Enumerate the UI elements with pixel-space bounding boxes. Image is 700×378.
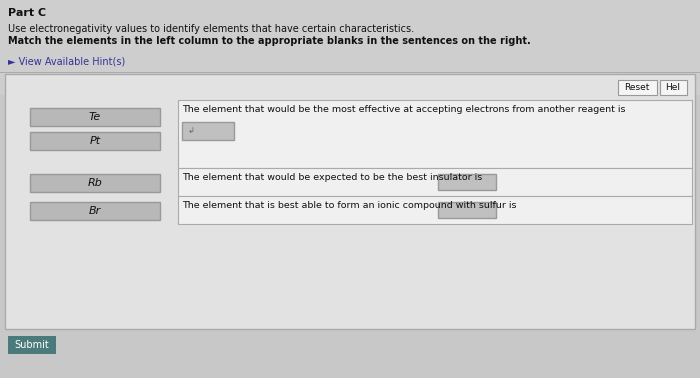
FancyBboxPatch shape xyxy=(659,79,687,94)
FancyBboxPatch shape xyxy=(30,108,160,126)
Text: Submit: Submit xyxy=(15,340,50,350)
FancyBboxPatch shape xyxy=(438,202,496,218)
Text: The element that would be the most effective at accepting electrons from another: The element that would be the most effec… xyxy=(182,105,626,114)
Text: Br: Br xyxy=(89,206,101,216)
FancyBboxPatch shape xyxy=(30,132,160,150)
Text: ► View Available Hint(s): ► View Available Hint(s) xyxy=(8,56,125,66)
Text: Part C: Part C xyxy=(8,8,46,18)
Text: The element that is best able to form an ionic compound with sulfur is: The element that is best able to form an… xyxy=(182,201,517,210)
Text: Hel: Hel xyxy=(666,82,680,91)
FancyBboxPatch shape xyxy=(178,196,692,224)
Text: Pt: Pt xyxy=(90,136,101,146)
Text: Reset: Reset xyxy=(624,82,650,91)
FancyBboxPatch shape xyxy=(5,74,695,329)
Text: Rb: Rb xyxy=(88,178,102,188)
FancyBboxPatch shape xyxy=(438,174,496,190)
FancyBboxPatch shape xyxy=(30,202,160,220)
FancyBboxPatch shape xyxy=(30,174,160,192)
FancyBboxPatch shape xyxy=(178,100,692,168)
FancyBboxPatch shape xyxy=(178,168,692,196)
Text: The element that would be expected to be the best insulator is: The element that would be expected to be… xyxy=(182,173,482,182)
Text: Te: Te xyxy=(89,112,101,122)
Text: Use electronegativity values to identify elements that have certain characterist: Use electronegativity values to identify… xyxy=(8,24,414,34)
FancyBboxPatch shape xyxy=(0,0,700,95)
FancyBboxPatch shape xyxy=(8,336,56,354)
Text: Match the elements in the left column to the appropriate blanks in the sentences: Match the elements in the left column to… xyxy=(8,36,531,46)
Text: ↲: ↲ xyxy=(188,127,195,135)
FancyBboxPatch shape xyxy=(182,122,234,140)
FancyBboxPatch shape xyxy=(617,79,657,94)
